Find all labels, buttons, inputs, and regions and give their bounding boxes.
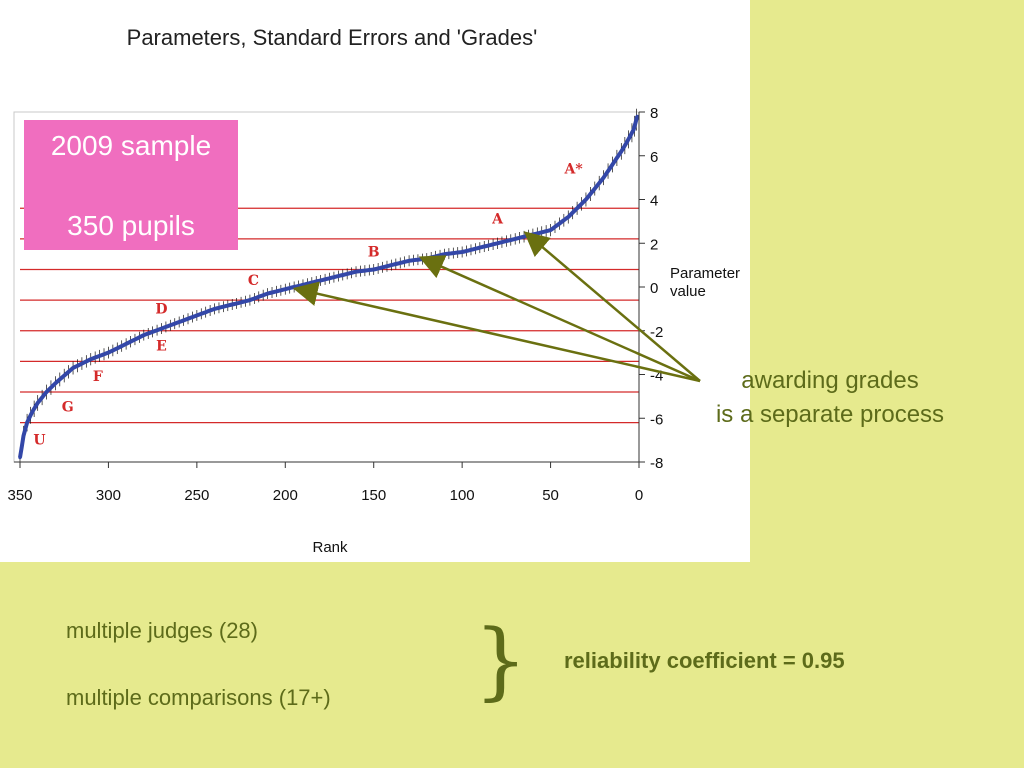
grade-label: U bbox=[33, 433, 45, 449]
data-point bbox=[633, 121, 638, 125]
data-point bbox=[44, 390, 49, 394]
grading-note-line2: is a separate process bbox=[715, 401, 945, 428]
x-tick-label: 200 bbox=[273, 487, 298, 504]
data-point bbox=[71, 366, 75, 370]
data-point bbox=[531, 232, 535, 237]
data-point bbox=[407, 259, 411, 263]
x-tick-label: 50 bbox=[542, 487, 559, 504]
y-tick-label: 0 bbox=[650, 280, 658, 297]
grade-labels: A* A B C D E F G U bbox=[33, 161, 583, 448]
data-point bbox=[566, 215, 570, 219]
data-point bbox=[372, 267, 376, 272]
data-point bbox=[195, 313, 199, 318]
x-tick-label: 0 bbox=[635, 487, 643, 504]
data-point bbox=[389, 263, 393, 267]
chart-svg: Parameters, Standard Errors and 'Grades'… bbox=[7, 25, 740, 556]
data-point bbox=[18, 456, 22, 460]
y-tick-label: 8 bbox=[650, 105, 658, 122]
sample-info-box: 2009 sample 350 pupils bbox=[24, 120, 238, 250]
data-point bbox=[230, 302, 234, 307]
data-point bbox=[25, 421, 29, 425]
data-point bbox=[106, 351, 111, 355]
data-point bbox=[89, 357, 93, 361]
y-tick-label: 4 bbox=[650, 193, 658, 210]
data-point bbox=[21, 434, 26, 438]
grade-label: G bbox=[62, 400, 74, 416]
data-point bbox=[632, 127, 636, 132]
grading-note: awarding grades is a separate process bbox=[680, 364, 980, 432]
data-point bbox=[635, 114, 639, 118]
data-point bbox=[495, 241, 500, 245]
x-tick-label: 250 bbox=[184, 487, 209, 504]
y-axis-label-part: Parameter bbox=[670, 265, 740, 282]
grade-label: F bbox=[93, 369, 103, 385]
data-point bbox=[36, 401, 40, 405]
grade-label: B bbox=[368, 244, 380, 260]
y-tick-label: -4 bbox=[650, 368, 663, 385]
data-point bbox=[619, 149, 623, 153]
data-point bbox=[557, 221, 562, 226]
x-axis-label: Rank bbox=[312, 539, 348, 556]
data-point bbox=[336, 274, 340, 278]
data-point bbox=[478, 246, 482, 250]
judges-text: multiple judges (28) bbox=[66, 618, 258, 643]
y-tick-label: 6 bbox=[650, 149, 658, 166]
y-tick-label: 2 bbox=[650, 236, 658, 253]
y-tick-label: -6 bbox=[650, 411, 663, 428]
data-point bbox=[30, 410, 34, 414]
reliability-text: reliability coefficient = 0.95 bbox=[564, 648, 845, 673]
grade-label: A bbox=[491, 212, 504, 228]
data-point bbox=[266, 291, 270, 296]
data-point bbox=[283, 287, 287, 291]
sample-size-text: 350 pupils bbox=[67, 210, 195, 241]
y-axis-label: Parameter value bbox=[670, 265, 740, 300]
data-point bbox=[177, 320, 181, 324]
data-point bbox=[548, 228, 553, 232]
data-point bbox=[124, 342, 128, 346]
chart-panel: Parameters, Standard Errors and 'Grades'… bbox=[0, 0, 750, 562]
data-point bbox=[593, 186, 597, 191]
data-point bbox=[248, 298, 252, 302]
y-tick-label: -8 bbox=[650, 455, 663, 472]
grade-label: D bbox=[155, 301, 167, 317]
data-point bbox=[575, 206, 579, 210]
data-point bbox=[442, 252, 447, 256]
y-axis-ticks: 8 6 4 2 0 -2 -4 -6 -8 bbox=[639, 105, 663, 472]
x-axis-ticks: 350 300 250 200 150 100 50 0 bbox=[7, 462, 643, 504]
x-tick-label: 300 bbox=[96, 487, 121, 504]
data-point bbox=[301, 283, 305, 287]
comparisons-text: multiple comparisons (17+) bbox=[66, 685, 331, 710]
data-point bbox=[513, 237, 517, 241]
sample-year-text: 2009 sample bbox=[50, 130, 212, 161]
data-point bbox=[584, 197, 588, 202]
data-points bbox=[18, 114, 639, 460]
data-point bbox=[212, 307, 217, 311]
data-point bbox=[425, 256, 429, 261]
data-point bbox=[628, 134, 632, 138]
data-point bbox=[602, 176, 606, 180]
data-point bbox=[159, 326, 164, 331]
data-point bbox=[319, 278, 323, 283]
grade-label: E bbox=[156, 338, 167, 354]
grade-label: A* bbox=[563, 161, 583, 177]
data-point bbox=[610, 162, 615, 167]
chart-title: Parameters, Standard Errors and 'Grades' bbox=[127, 25, 538, 50]
x-tick-label: 150 bbox=[361, 487, 386, 504]
brace-symbol: } bbox=[474, 611, 528, 709]
data-point bbox=[460, 250, 464, 254]
y-axis-label-part: value bbox=[670, 283, 706, 300]
grade-label: C bbox=[248, 273, 259, 289]
data-point bbox=[625, 141, 629, 145]
y-tick-label: -2 bbox=[650, 324, 663, 341]
x-tick-label: 350 bbox=[7, 487, 32, 504]
data-point bbox=[354, 270, 358, 274]
data-point bbox=[53, 381, 57, 385]
x-tick-label: 100 bbox=[450, 487, 475, 504]
grading-note-line1: awarding grades bbox=[741, 367, 919, 394]
data-point bbox=[142, 333, 146, 337]
